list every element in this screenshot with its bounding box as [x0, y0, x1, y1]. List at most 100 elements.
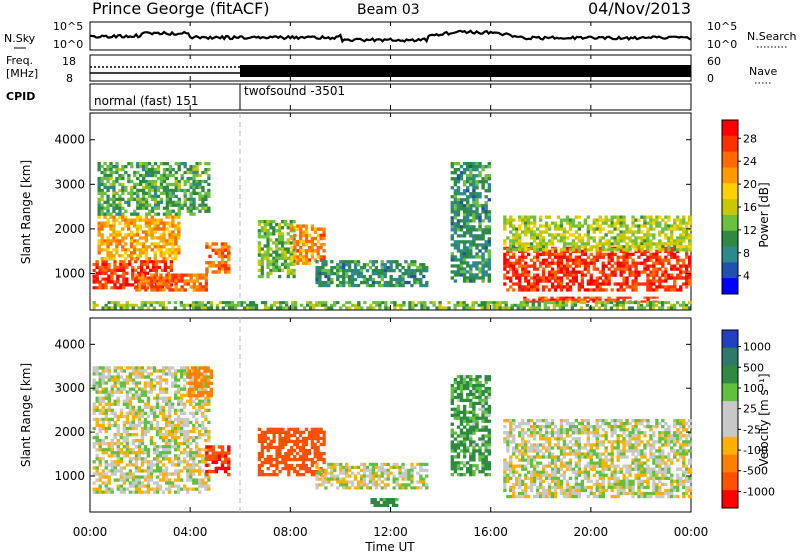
velocity-cell — [125, 436, 129, 440]
power-cell — [392, 283, 396, 288]
velocity-cell — [143, 417, 148, 422]
power-cell — [342, 269, 346, 273]
power-cell — [100, 212, 104, 216]
velocity-cell — [180, 442, 184, 446]
velocity-cell — [200, 384, 204, 389]
power-cell — [118, 168, 122, 172]
power-region-6 — [290, 224, 326, 265]
power-cell — [478, 180, 482, 184]
power-cell — [459, 171, 464, 175]
power-cell — [509, 276, 513, 280]
power-cell — [580, 242, 584, 246]
power-cell — [466, 231, 470, 235]
power-cell — [544, 258, 549, 262]
power-cell — [192, 200, 196, 204]
velocity-cell — [119, 414, 123, 419]
power-cell — [236, 301, 241, 305]
power-cell — [171, 218, 175, 222]
power-cell — [459, 204, 464, 208]
power-cell — [130, 257, 134, 261]
power-cell — [544, 227, 549, 231]
power-cell — [119, 260, 123, 264]
velocity-cell — [345, 462, 349, 466]
power-cell — [217, 261, 222, 265]
power-cell — [601, 288, 605, 292]
power-cell — [625, 245, 629, 249]
power-cell — [469, 249, 473, 253]
power-cell — [652, 221, 656, 225]
velocity-cell — [122, 451, 126, 455]
power-cell — [413, 274, 417, 279]
power-cell — [386, 269, 390, 273]
power-cell — [150, 168, 155, 172]
power-cell — [518, 279, 522, 283]
velocity-cell — [201, 454, 205, 458]
power-cell — [664, 285, 668, 289]
power-cell — [147, 224, 151, 228]
power-cell — [673, 282, 677, 286]
power-cell — [450, 177, 454, 181]
power-cell — [150, 276, 154, 280]
power-cell — [122, 274, 126, 278]
power-cell — [592, 300, 596, 303]
power-cell — [450, 201, 454, 205]
power-cell — [643, 270, 647, 274]
power-cell — [643, 236, 647, 240]
power-cell — [601, 273, 605, 277]
power-cell — [631, 282, 635, 286]
velocity-cell — [92, 402, 96, 406]
power-cell — [147, 227, 151, 231]
power-cell — [98, 265, 102, 270]
power-cell — [544, 279, 549, 283]
velocity-cell — [168, 490, 172, 494]
power-cell — [640, 261, 644, 265]
power-cell — [574, 279, 578, 283]
power-cell — [469, 228, 473, 232]
power-cell — [150, 230, 154, 234]
power-cell — [509, 264, 513, 268]
power-cell — [353, 260, 358, 264]
power-cell — [307, 233, 312, 238]
power-cell — [685, 236, 689, 240]
power-cell — [533, 261, 537, 265]
power-cell — [577, 300, 581, 303]
power-cell — [673, 245, 677, 249]
power-cell — [95, 265, 99, 270]
power-cell — [639, 306, 644, 310]
velocity-cell — [171, 405, 175, 409]
power-cell — [456, 168, 461, 172]
power-cell — [118, 254, 122, 258]
power-cell — [475, 213, 479, 217]
power-cell — [613, 224, 617, 228]
velocity-cell — [174, 408, 178, 412]
power-cell — [480, 306, 484, 310]
power-cell — [459, 301, 463, 305]
power-cell — [107, 306, 111, 310]
power-cell — [162, 191, 167, 195]
power-cell — [399, 306, 403, 310]
velocity-cell — [281, 457, 285, 462]
velocity-cell — [174, 411, 178, 415]
power-cell — [124, 185, 128, 190]
power-cell — [165, 239, 169, 243]
power-cell — [616, 242, 620, 246]
power-cell — [198, 194, 202, 198]
power-cell — [553, 236, 558, 240]
power-cell — [286, 226, 290, 230]
power-cell — [583, 258, 587, 262]
power-cell — [472, 192, 476, 196]
velocity-cell — [263, 436, 267, 441]
power-cell — [619, 230, 623, 234]
velocity-cell — [116, 487, 120, 491]
velocity-cell — [98, 478, 102, 482]
power-cell — [564, 301, 568, 305]
power-cell — [125, 277, 129, 281]
velocity-cell — [116, 457, 120, 461]
power-cell — [159, 245, 163, 249]
velocity-cell — [298, 457, 303, 462]
power-cell — [342, 272, 346, 276]
velocity-cell — [227, 460, 231, 464]
power-cell — [124, 170, 128, 175]
power-cell — [466, 228, 470, 232]
power-cell — [168, 165, 172, 169]
